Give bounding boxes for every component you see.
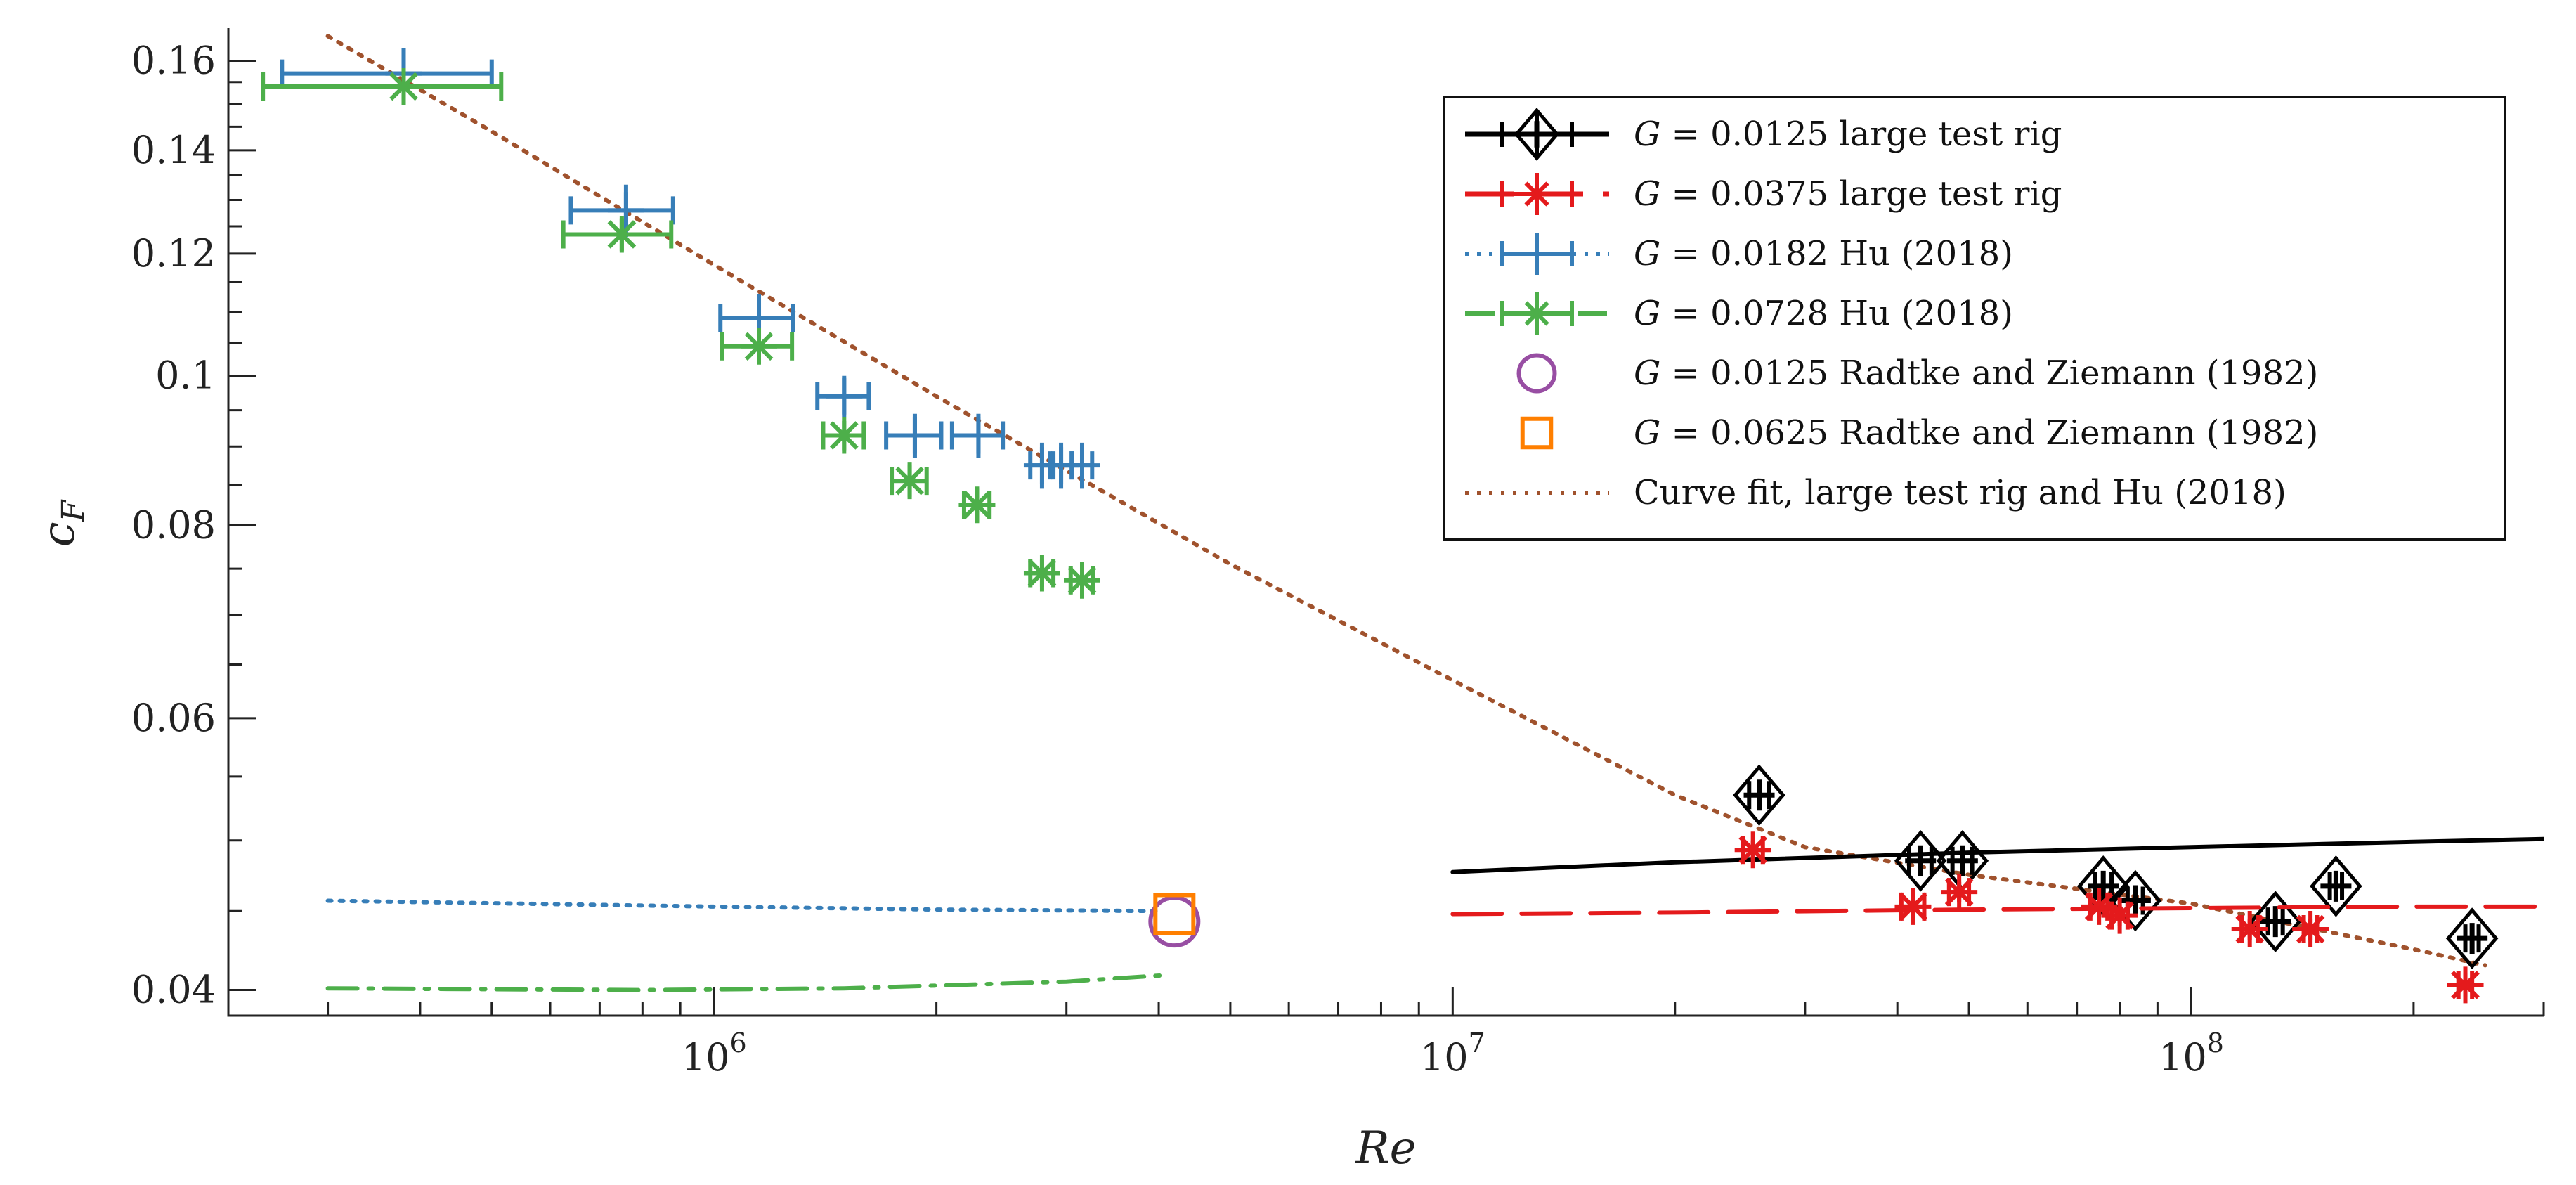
fit-line-0 <box>1450 836 2544 874</box>
data-point <box>1023 555 1060 592</box>
data-point <box>2447 966 2484 1004</box>
data-point <box>603 216 640 253</box>
x-tick-label: 107 <box>1420 1028 1485 1080</box>
y-tick-label: 0.04 <box>131 968 216 1012</box>
data-point <box>826 377 863 415</box>
data-point <box>2249 891 2302 953</box>
legend-label: G = 0.0125 large test rig <box>1634 115 2062 154</box>
legend-label: G = 0.0728 Hu (2018) <box>1634 294 2013 333</box>
y-tick-label: 0.14 <box>131 128 216 172</box>
legend-marker <box>1516 353 1557 394</box>
fit-line-1 <box>1450 904 2544 917</box>
series-2 <box>280 48 1162 914</box>
legend-entry-3: G = 0.0728 Hu (2018) <box>1465 292 2013 335</box>
y-tick-label: 0.08 <box>131 503 216 548</box>
data-point <box>1064 562 1100 599</box>
x-tick-label: 106 <box>682 1028 747 1080</box>
y-tick-label: 0.1 <box>155 354 216 398</box>
data-point <box>2310 855 2362 917</box>
legend-label: G = 0.0182 Hu (2018) <box>1634 234 2013 273</box>
legend-marker <box>1521 238 1553 270</box>
data-point <box>891 462 928 500</box>
series-5 <box>1153 893 1196 935</box>
data-point <box>2081 888 2118 925</box>
legend-label: G = 0.0625 Radtke and Ziemann (1982) <box>1634 413 2318 453</box>
legend-marker <box>1521 178 1553 210</box>
data-point <box>896 417 933 454</box>
y-axis-label: cF <box>33 499 91 547</box>
fit-line-2 <box>325 898 1162 914</box>
x-axis-label: Re <box>1355 1122 1416 1174</box>
legend-marker <box>1521 297 1553 330</box>
legend-marker <box>1520 416 1554 450</box>
legend-entry-1: G = 0.0375 large test rig <box>1465 173 2062 215</box>
legend-label: G = 0.0125 Radtke and Ziemann (1982) <box>1634 354 2318 393</box>
data-point <box>2109 869 2162 932</box>
series-6 <box>325 34 2487 968</box>
series-1 <box>1450 831 2544 1004</box>
curve-fit-line <box>325 34 2487 968</box>
plot-layer <box>261 34 2544 1004</box>
y-tick-label: 0.16 <box>131 39 216 83</box>
series-0 <box>1450 764 2544 970</box>
y-tick-label: 0.12 <box>131 231 216 276</box>
legend-label: G = 0.0375 large test rig <box>1634 174 2062 214</box>
legend-entry-6: Curve fit, large test rig and Hu (2018) <box>1465 473 2286 512</box>
legend-entry-2: G = 0.0182 Hu (2018) <box>1465 233 2013 275</box>
legend: G = 0.0125 large test rig G = 0.0375 larg… <box>1443 96 2506 541</box>
data-point <box>1064 447 1100 484</box>
data-point <box>2101 897 2138 934</box>
legend-marker <box>1514 108 1560 161</box>
axes-frame <box>227 28 2544 1017</box>
series-3 <box>261 67 1169 992</box>
x-tick-label: 108 <box>2159 1028 2224 1080</box>
data-point <box>607 192 644 229</box>
data-point <box>826 417 863 454</box>
legend-label: Curve fit, large test rig and Hu (2018) <box>1634 473 2286 512</box>
legend-entry-0: G = 0.0125 large test rig <box>1465 108 2062 161</box>
data-point <box>958 486 996 524</box>
data-point <box>2445 907 2499 970</box>
legend-box <box>1443 96 2506 541</box>
data-point <box>2292 911 2329 947</box>
data-point <box>1894 888 1932 925</box>
legend-entry-4: G = 0.0125 Radtke and Ziemann (1982) <box>1516 353 2318 394</box>
error-bar <box>261 72 504 101</box>
data-point <box>2231 911 2268 947</box>
legend-entry-5: G = 0.0625 Radtke and Ziemann (1982) <box>1520 413 2318 453</box>
data-point <box>1941 874 1978 911</box>
data-point <box>741 328 778 365</box>
y-tick-label: 0.06 <box>131 696 216 740</box>
data-point <box>1734 831 1771 869</box>
data-point <box>1153 893 1196 935</box>
data-point <box>1148 895 1201 948</box>
data-point <box>1894 829 1947 892</box>
fit-line-3 <box>325 973 1169 992</box>
data-point <box>1733 764 1785 827</box>
series-4 <box>1148 895 1201 948</box>
data-point <box>960 417 997 454</box>
data-point <box>385 67 422 105</box>
axes-layer: 0.04 0.06 0.08 0.1 0.12 0.14 0.16 106 107 108 Re cF <box>33 28 2545 1174</box>
